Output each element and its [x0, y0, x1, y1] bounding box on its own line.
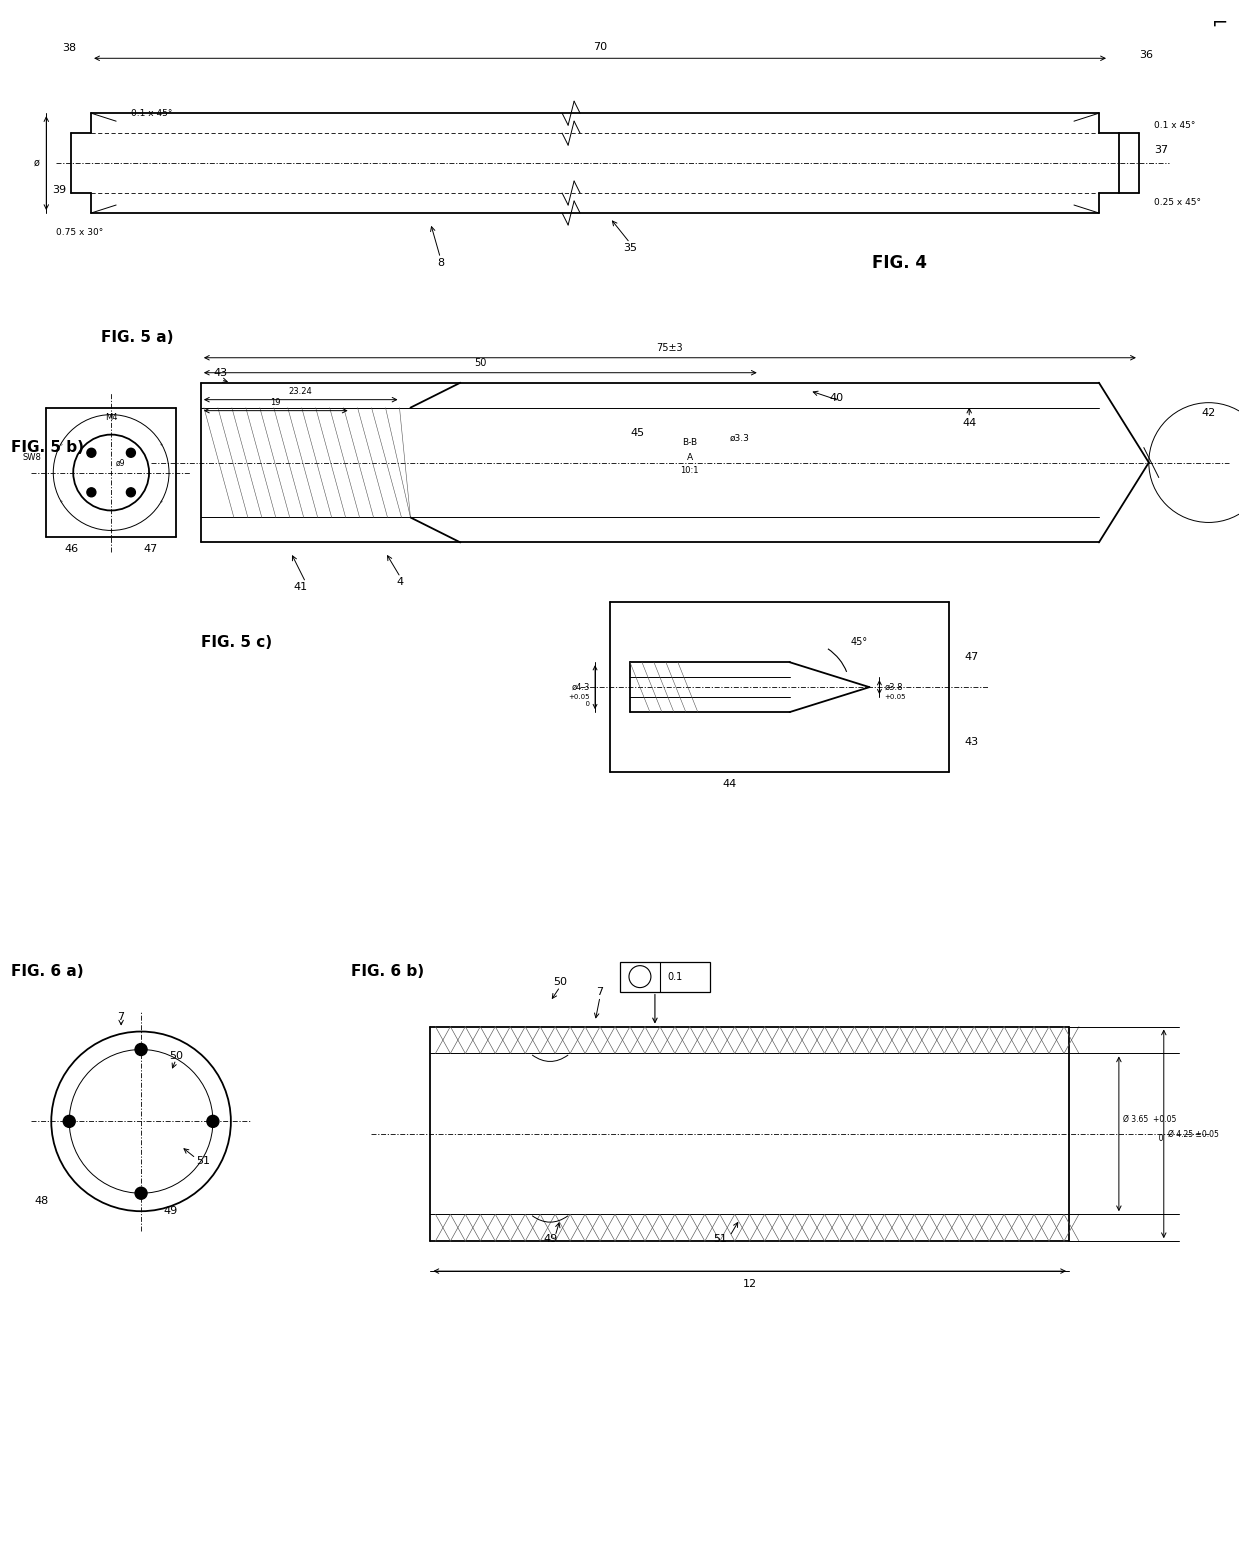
Text: FIG. 5 b): FIG. 5 b)	[11, 439, 84, 455]
Text: 75±3: 75±3	[656, 342, 683, 353]
Text: FIG. 5 c): FIG. 5 c)	[201, 635, 272, 649]
Text: ø3.8: ø3.8	[884, 683, 903, 692]
Text: 0: 0	[1123, 1135, 1163, 1143]
Circle shape	[63, 1115, 76, 1127]
Text: 35: 35	[622, 244, 637, 253]
Text: 49: 49	[164, 1206, 179, 1217]
Circle shape	[135, 1044, 148, 1055]
Text: 45: 45	[630, 427, 644, 438]
Text: FIG. 6 a): FIG. 6 a)	[11, 964, 84, 979]
Text: 36: 36	[1138, 51, 1153, 60]
Text: 39: 39	[52, 185, 66, 194]
Text: SW8: SW8	[22, 453, 41, 463]
Text: 0: 0	[572, 702, 590, 708]
Text: M4: M4	[105, 413, 118, 423]
Text: ø9: ø9	[117, 458, 125, 467]
Text: +0.05: +0.05	[884, 694, 906, 700]
Text: 51: 51	[713, 1234, 727, 1244]
Text: 7: 7	[118, 1012, 125, 1021]
Text: 50: 50	[553, 976, 567, 987]
Text: 50: 50	[169, 1052, 184, 1061]
Text: 45°: 45°	[851, 637, 868, 648]
Text: ⌐: ⌐	[1213, 14, 1229, 32]
Text: 43: 43	[213, 367, 228, 378]
Text: 4: 4	[397, 577, 404, 588]
Text: 38: 38	[62, 43, 76, 54]
Text: A: A	[687, 453, 693, 463]
Circle shape	[126, 487, 135, 497]
Text: 19: 19	[270, 398, 281, 407]
Text: FIG. 5 a): FIG. 5 a)	[102, 330, 174, 345]
Text: 50: 50	[474, 358, 486, 367]
Circle shape	[126, 449, 135, 458]
Text: 44: 44	[723, 779, 737, 790]
Circle shape	[87, 449, 95, 458]
Text: 0.1 x 45°: 0.1 x 45°	[131, 109, 172, 119]
Text: 42: 42	[1202, 407, 1215, 418]
Text: 70: 70	[593, 42, 608, 52]
Text: ø3.3: ø3.3	[730, 433, 750, 443]
Text: 51: 51	[196, 1156, 210, 1166]
Text: ø4.3: ø4.3	[572, 683, 590, 692]
Circle shape	[207, 1115, 219, 1127]
Text: 47: 47	[144, 544, 159, 555]
Text: 10:1: 10:1	[681, 466, 699, 475]
Text: FIG. 4: FIG. 4	[872, 254, 926, 271]
Text: Ø 3.65  +0.05: Ø 3.65 +0.05	[1123, 1115, 1177, 1124]
Bar	[620, 962, 709, 992]
Text: 40: 40	[830, 393, 843, 402]
Text: 48: 48	[35, 1197, 48, 1206]
Text: 0.75 x 30°: 0.75 x 30°	[56, 228, 103, 237]
Text: 23.24: 23.24	[289, 387, 312, 396]
Text: 7: 7	[596, 987, 604, 996]
Text: 49: 49	[543, 1234, 557, 1244]
Text: 41: 41	[294, 583, 308, 592]
Text: 46: 46	[64, 544, 78, 555]
Text: B-B: B-B	[682, 438, 697, 447]
Text: 0.25 x 45°: 0.25 x 45°	[1153, 197, 1200, 207]
Circle shape	[87, 487, 95, 497]
Text: 0.1 x 45°: 0.1 x 45°	[1153, 122, 1195, 130]
Text: 47: 47	[965, 652, 978, 662]
Text: Ø 4.25 ±0.05: Ø 4.25 ±0.05	[1168, 1129, 1219, 1138]
Text: 37: 37	[1153, 145, 1168, 156]
Text: 0.1: 0.1	[667, 971, 682, 982]
Text: 8: 8	[436, 258, 444, 268]
Text: 12: 12	[743, 1278, 756, 1289]
Text: FIG. 6 b): FIG. 6 b)	[351, 964, 424, 979]
Text: ø: ø	[33, 159, 40, 168]
Text: 43: 43	[965, 737, 978, 746]
Circle shape	[135, 1187, 148, 1200]
Text: +0.05: +0.05	[569, 694, 590, 700]
Text: 44: 44	[962, 418, 976, 427]
